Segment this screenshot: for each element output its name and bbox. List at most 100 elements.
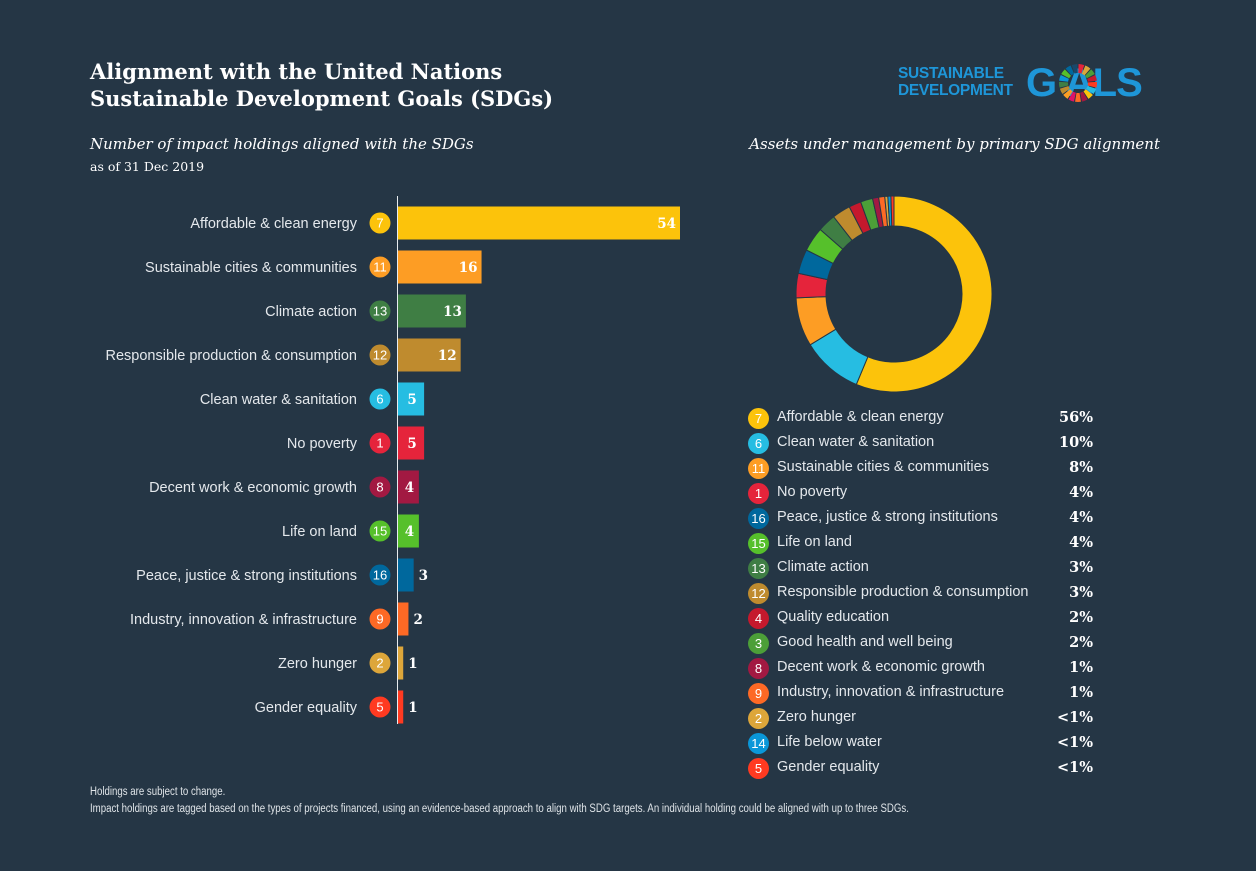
bar-value-label: 16	[459, 260, 478, 276]
sdg-badge	[369, 432, 391, 454]
legend-item: 14 Life below water <1%	[748, 732, 1093, 757]
bar-value-label: 13	[443, 304, 462, 320]
bar	[398, 690, 404, 724]
bar	[398, 338, 461, 372]
legend-label: Industry, innovation & infrastructure	[777, 684, 1005, 700]
bar-chart-date: as of 31 Dec 2019	[90, 159, 205, 174]
sdg-badge	[369, 388, 391, 410]
sdg-wheel-segment	[1087, 75, 1097, 82]
legend-percent: 4%	[1069, 509, 1093, 526]
bar-value-label: 12	[438, 348, 457, 364]
legend-item: 7 Affordable & clean energy 56%	[748, 407, 1093, 432]
sdg-badge-number: 8	[376, 480, 383, 495]
bar-category-label: Climate action	[265, 304, 357, 320]
legend-item: 3 Good health and well being 2%	[748, 632, 1093, 657]
legend-percent: <1%	[1056, 709, 1093, 726]
footer-notes: Holdings are subject to change. Impact h…	[90, 784, 909, 818]
footer-line-2: Impact holdings are tagged based on the …	[90, 803, 909, 815]
legend-item: 6 Clean water & sanitation 10%	[748, 432, 1093, 457]
bar-value-label: 5	[407, 436, 416, 452]
sdg-badge: 16	[748, 508, 769, 529]
bar-value-label: 54	[657, 216, 676, 232]
sdg-badge	[369, 256, 391, 278]
bar-category-label: Industry, innovation & infrastructure	[130, 612, 357, 628]
sdg-wheel-segment	[1063, 89, 1073, 99]
sdg-badge: 4	[748, 608, 769, 629]
legend-item: 8 Decent work & economic growth 1%	[748, 657, 1093, 682]
bar-category-label: Peace, justice & strong institutions	[136, 568, 357, 584]
legend-percent: 3%	[1069, 584, 1093, 601]
legend-percent: 8%	[1069, 459, 1093, 476]
sdg-wheel-segment	[1071, 64, 1078, 74]
bar-category-label: Clean water & sanitation	[200, 392, 357, 408]
donut-slice	[855, 195, 993, 393]
sdg-badge: 14	[748, 733, 769, 754]
sdg-badge-number: 9	[376, 612, 383, 627]
sdg-wheel-segment	[1078, 64, 1085, 74]
bar-value-label: 4	[405, 480, 414, 496]
sdg-badge: 1	[748, 483, 769, 504]
legend-item: 1 No poverty 4%	[748, 482, 1093, 507]
legend-label: No poverty	[777, 484, 848, 500]
sdg-logo-line-1: SUSTAINABLE	[898, 65, 1004, 82]
legend-item: 11 Sustainable cities & communities 8%	[748, 457, 1093, 482]
bar	[398, 382, 425, 416]
legend-label: Decent work & economic growth	[777, 659, 985, 675]
sdg-wheel-segment	[1081, 65, 1091, 76]
legend-item: 2 Zero hunger <1%	[748, 707, 1093, 732]
sdg-badge: 2	[748, 708, 769, 729]
legend-item: 12 Responsible production & consumption 3%	[748, 582, 1093, 607]
sdg-wheel-segment	[1083, 89, 1093, 99]
bar-category-label: Affordable & clean energy	[190, 216, 357, 232]
legend-label: Life on land	[777, 534, 852, 550]
sdg-badge	[369, 520, 391, 542]
sdg-wheel-icon	[1059, 64, 1097, 102]
legend-label: Gender equality	[777, 759, 880, 775]
sdg-badge: 9	[748, 683, 769, 704]
page-title-line-2: Sustainable Development Goals (SDGs)	[90, 86, 554, 111]
sdg-wheel-segment	[1061, 69, 1072, 79]
sdg-wheel-segment	[1086, 86, 1097, 94]
bar-value-label: 5	[407, 392, 416, 408]
bar	[398, 294, 466, 328]
sdg-wheel-segment	[1059, 81, 1069, 88]
bar-value-label: 3	[419, 568, 428, 584]
bar-chart-subtitle: Number of impact holdings aligned with t…	[90, 135, 474, 153]
legend-percent: <1%	[1056, 734, 1093, 751]
legend-label: Life below water	[777, 734, 882, 750]
sdg-badge: 7	[748, 408, 769, 429]
sdg-badge	[369, 476, 391, 498]
sdg-badge-number: 1	[376, 436, 383, 451]
sdg-badge: 3	[748, 633, 769, 654]
legend-percent: 2%	[1069, 634, 1093, 651]
legend-percent: 1%	[1069, 684, 1093, 701]
bar	[398, 470, 419, 504]
legend-label: Quality education	[777, 609, 890, 625]
bar-category-label: Life on land	[282, 524, 357, 540]
sdg-badge-number: 5	[376, 700, 383, 715]
bar-value-label: 1	[408, 700, 417, 716]
bar	[398, 646, 404, 680]
sdg-wheel-segment	[1080, 91, 1088, 102]
legend-item: 5 Gender equality <1%	[748, 757, 1093, 782]
sdg-badge-number: 16	[373, 568, 387, 583]
sdg-badge: 6	[748, 433, 769, 454]
sdg-logo-line-2: DEVELOPMENT	[898, 82, 1013, 99]
sdg-wheel-segment	[1065, 65, 1075, 76]
sdg-badge: 12	[748, 583, 769, 604]
sdg-wheel-segment	[1084, 69, 1095, 79]
legend-percent: 4%	[1069, 534, 1093, 551]
bar-value-label: 1	[408, 656, 417, 672]
sdg-badge-number: 15	[373, 524, 387, 539]
bar	[398, 558, 414, 592]
sdg-wheel-segment	[1075, 92, 1081, 102]
sdg-badge	[369, 564, 391, 586]
legend-percent: 56%	[1059, 409, 1093, 426]
legend-percent: 1%	[1069, 659, 1093, 676]
bar-value-label: 2	[413, 612, 422, 628]
legend-percent: 4%	[1069, 484, 1093, 501]
bar-category-label: Gender equality	[255, 700, 358, 716]
legend-label: Zero hunger	[777, 709, 856, 725]
legend-label: Responsible production & consumption	[777, 584, 1029, 600]
